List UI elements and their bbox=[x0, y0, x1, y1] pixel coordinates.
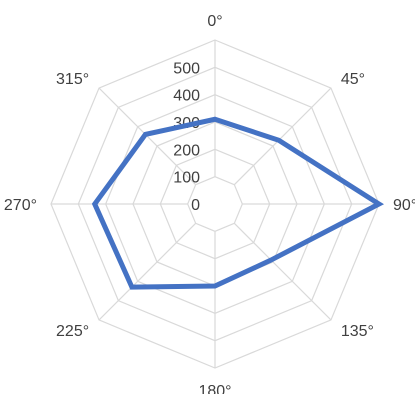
data-point-4 bbox=[214, 285, 216, 287]
tick-label: 100 bbox=[173, 170, 200, 187]
category-label: 90° bbox=[393, 197, 415, 214]
tick-label: 0 bbox=[191, 197, 200, 214]
category-labels: 0° 45° 90° 135° 180° 225° 270° 315° bbox=[4, 13, 415, 394]
tick-label: 500 bbox=[173, 60, 200, 77]
series-layer bbox=[91, 116, 385, 290]
data-point-5 bbox=[131, 286, 133, 288]
category-label: 180° bbox=[198, 383, 231, 394]
spoke-3 bbox=[233, 222, 332, 321]
category-label: 315° bbox=[56, 71, 89, 88]
series-line-0 bbox=[91, 116, 385, 290]
data-point-3 bbox=[270, 259, 272, 261]
category-label: 45° bbox=[341, 71, 365, 88]
spoke-5 bbox=[98, 222, 197, 321]
radar-grid bbox=[50, 39, 380, 369]
tick-label: 200 bbox=[173, 142, 200, 159]
data-point-6 bbox=[94, 203, 96, 205]
category-label: 270° bbox=[4, 197, 37, 214]
data-point-0 bbox=[214, 118, 216, 120]
category-label: 225° bbox=[56, 323, 89, 340]
tick-label: 400 bbox=[173, 88, 200, 105]
data-point-7 bbox=[144, 133, 146, 135]
category-label: 135° bbox=[341, 323, 374, 340]
category-label: 0° bbox=[207, 13, 222, 30]
spoke-1 bbox=[233, 87, 332, 186]
data-point-1 bbox=[278, 139, 280, 141]
data-point-2 bbox=[378, 203, 380, 205]
